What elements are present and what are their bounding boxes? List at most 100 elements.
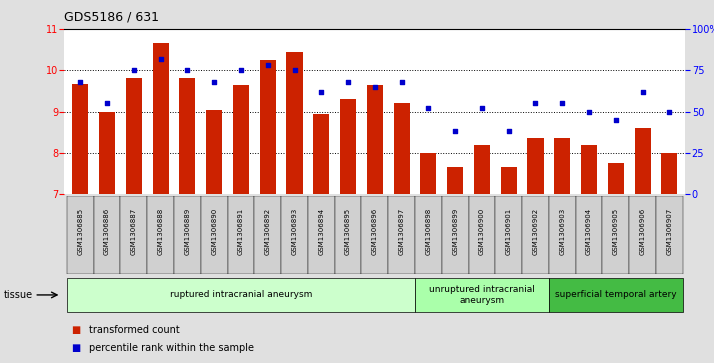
Bar (72, 83, 89, 194)
Text: GSM1306895: GSM1306895 (345, 208, 351, 255)
Point (101, 101, 113, 106)
Text: GSM1306900: GSM1306900 (479, 208, 485, 255)
Text: transformed count: transformed count (89, 325, 180, 335)
Point (663, 109, 675, 114)
Bar (496, 196, 522, 274)
Text: GSM1306893: GSM1306893 (291, 208, 298, 255)
Bar (549, 196, 575, 274)
Bar (94, 196, 121, 274)
Bar (447, 167, 463, 194)
Bar (174, 196, 201, 274)
Bar (126, 78, 142, 194)
Bar (206, 110, 222, 194)
Point (235, 68, 247, 73)
Text: GSM1306891: GSM1306891 (238, 208, 244, 255)
Text: superficial temporal artery: superficial temporal artery (555, 290, 677, 299)
Text: GSM1306892: GSM1306892 (265, 208, 271, 255)
Point (288, 68, 300, 73)
Point (128, 68, 139, 73)
Bar (608, 163, 624, 194)
Text: ruptured intracranial aneurysm: ruptured intracranial aneurysm (170, 290, 312, 299)
Bar (308, 196, 335, 274)
Text: GSM1306890: GSM1306890 (211, 208, 217, 255)
Text: GSM1306905: GSM1306905 (613, 208, 619, 255)
Bar (201, 196, 228, 274)
Text: ■: ■ (71, 325, 81, 335)
Point (476, 105, 488, 111)
Text: GSM1306901: GSM1306901 (506, 208, 512, 255)
Bar (421, 153, 436, 194)
Text: ■: ■ (71, 343, 81, 354)
Text: GSM1306903: GSM1306903 (559, 208, 565, 255)
Point (369, 84, 381, 90)
Point (610, 117, 621, 123)
Bar (260, 60, 276, 194)
Bar (575, 196, 603, 274)
Text: GSM1306902: GSM1306902 (533, 208, 538, 255)
Text: GSM1306906: GSM1306906 (640, 208, 645, 255)
Text: GSM1306904: GSM1306904 (586, 208, 592, 255)
Point (530, 101, 541, 106)
Bar (549, 278, 683, 312)
Bar (528, 138, 543, 194)
Bar (468, 196, 496, 274)
Point (181, 68, 193, 73)
Bar (67, 278, 415, 312)
Bar (281, 196, 308, 274)
Bar (179, 78, 196, 194)
Point (583, 109, 595, 114)
Point (423, 105, 434, 111)
Text: GSM1306896: GSM1306896 (372, 208, 378, 255)
Text: GSM1306899: GSM1306899 (452, 208, 458, 255)
Bar (147, 196, 174, 274)
Point (396, 79, 407, 85)
Bar (629, 196, 656, 274)
Bar (67, 196, 94, 274)
Bar (415, 196, 442, 274)
Text: percentile rank within the sample: percentile rank within the sample (89, 343, 254, 354)
Point (74, 79, 86, 85)
Bar (656, 196, 683, 274)
Bar (501, 167, 517, 194)
Bar (442, 196, 468, 274)
Bar (361, 196, 388, 274)
Point (155, 56, 166, 62)
Bar (415, 278, 549, 312)
Bar (340, 99, 356, 194)
Bar (581, 145, 597, 194)
Text: GSM1306897: GSM1306897 (398, 208, 405, 255)
Bar (522, 196, 549, 274)
Bar (635, 128, 650, 194)
Bar (661, 153, 678, 194)
Bar (313, 114, 329, 194)
Text: GSM1306907: GSM1306907 (666, 208, 673, 255)
Point (262, 62, 273, 68)
Text: tissue: tissue (4, 290, 33, 300)
Text: GSM1306889: GSM1306889 (184, 208, 191, 255)
Text: GSM1306898: GSM1306898 (426, 208, 431, 255)
Bar (228, 196, 254, 274)
Bar (335, 196, 361, 274)
Point (637, 89, 648, 95)
Bar (153, 44, 169, 194)
Bar (554, 138, 570, 194)
Bar (254, 196, 281, 274)
Text: GSM1306885: GSM1306885 (77, 208, 84, 255)
Point (556, 101, 568, 106)
Text: unruptured intracranial
aneurysm: unruptured intracranial aneurysm (429, 285, 535, 305)
Bar (286, 52, 303, 194)
Bar (121, 196, 147, 274)
Bar (367, 85, 383, 194)
Text: GSM1306888: GSM1306888 (158, 208, 164, 255)
Bar (388, 196, 415, 274)
Text: GSM1306894: GSM1306894 (318, 208, 324, 255)
Point (316, 89, 327, 95)
Text: GSM1306886: GSM1306886 (104, 208, 110, 255)
Bar (603, 196, 629, 274)
Point (449, 129, 461, 134)
Bar (474, 145, 490, 194)
Bar (99, 111, 115, 194)
Bar (393, 103, 410, 194)
Point (503, 129, 514, 134)
Text: GDS5186 / 631: GDS5186 / 631 (64, 11, 159, 24)
